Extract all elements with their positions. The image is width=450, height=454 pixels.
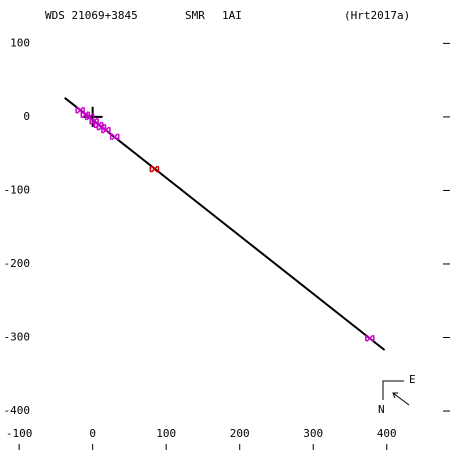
- y-tick-label: 100: [10, 36, 30, 49]
- y-tick-label: -100: [4, 183, 31, 196]
- measurement: [84, 113, 95, 121]
- compass: E N: [378, 373, 416, 416]
- x-tick-label: 100: [156, 427, 176, 440]
- reference: (Hrt2017a): [344, 9, 410, 22]
- arrow-head: [392, 392, 398, 399]
- code: 1AI: [222, 9, 242, 22]
- measurement: [149, 165, 160, 173]
- y-tick-label: -300: [4, 331, 31, 344]
- star-id: WDS 21069+3845: [45, 9, 138, 22]
- measurement: [89, 117, 99, 125]
- motion-arrow: [392, 392, 410, 406]
- measurement: [109, 133, 120, 141]
- compass-east: E: [409, 373, 416, 386]
- y-tick-label: -400: [4, 404, 31, 417]
- y-tick-label: -200: [4, 257, 31, 270]
- x-tick-label: 300: [303, 427, 323, 440]
- x-tick-label: 200: [230, 427, 250, 440]
- x-tick-label: 0: [89, 427, 96, 440]
- y-tick-label: 0: [23, 110, 30, 123]
- measurement: [101, 126, 111, 134]
- fit-line: [64, 97, 386, 351]
- x-tick-label: 400: [377, 427, 397, 440]
- compass-axes: [382, 380, 404, 400]
- observer: SMR: [185, 9, 205, 22]
- measurement: [365, 334, 375, 342]
- compass-north: N: [378, 403, 385, 416]
- measurement: [75, 106, 85, 114]
- x-tick-label: -100: [6, 427, 33, 440]
